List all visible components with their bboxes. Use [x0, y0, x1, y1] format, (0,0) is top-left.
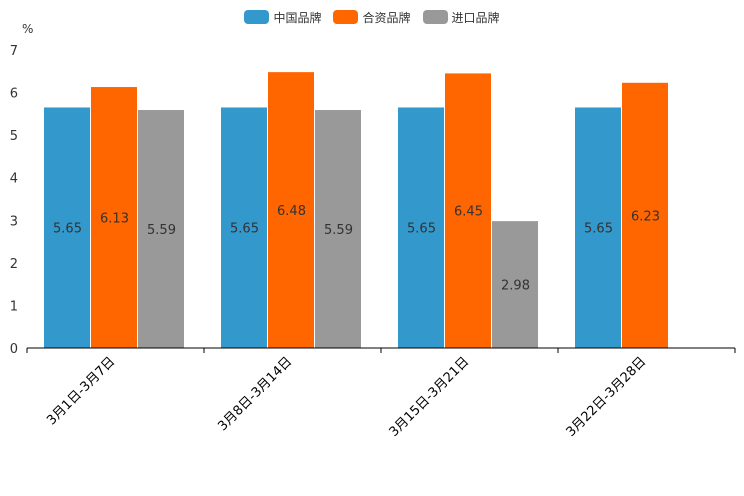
bar-0-2[interactable] [398, 107, 444, 348]
data-label: 6.45 [454, 205, 483, 220]
bar-2-2[interactable] [492, 221, 538, 348]
y-axis-unit-label: % [22, 22, 34, 36]
legend-item-joint-venture-brand[interactable]: 合资品牌 [333, 9, 411, 26]
data-label: 6.13 [100, 212, 129, 227]
bar-0-3[interactable] [575, 107, 621, 348]
legend-item-china-brand[interactable]: 中国品牌 [244, 9, 321, 26]
bar-0-1[interactable] [221, 107, 267, 348]
legend-label-import-brand: 进口品牌 [451, 10, 500, 25]
bar-2-1[interactable] [315, 110, 361, 348]
data-label: 5.65 [407, 222, 436, 237]
bar-2-0[interactable] [138, 110, 184, 348]
data-label: 6.48 [277, 204, 306, 219]
y-tick-label: 3 [10, 214, 18, 229]
legend-label-china-brand: 中国品牌 [273, 10, 322, 25]
legend-item-import-brand[interactable]: 进口品牌 [422, 9, 500, 26]
bar-1-3[interactable] [622, 82, 668, 348]
legend-swatch-joint-venture-brand [333, 10, 359, 24]
data-label: 6.23 [631, 209, 660, 224]
y-tick-label: 1 [10, 299, 18, 314]
y-tick-label: 0 [10, 342, 18, 357]
bar-0-0[interactable] [44, 107, 90, 348]
data-label: 5.59 [147, 223, 176, 238]
data-label: 5.65 [53, 222, 82, 237]
x-category-label: 3月1日-3月7日 [44, 354, 118, 428]
bar-1-1[interactable] [268, 72, 314, 348]
legend-swatch-china-brand [244, 10, 270, 24]
x-category-label: 3月15日-3月21日 [387, 354, 473, 440]
y-tick-label: 5 [10, 129, 18, 144]
data-label: 2.98 [501, 279, 530, 294]
y-tick-label: 4 [10, 172, 18, 187]
x-category-label: 3月8日-3月14日 [215, 354, 295, 434]
data-label: 5.65 [230, 222, 259, 237]
data-label: 5.59 [324, 223, 353, 238]
x-category-label: 3月22日-3月28日 [564, 354, 650, 440]
bar-1-2[interactable] [445, 73, 491, 349]
bar-1-0[interactable] [91, 87, 137, 348]
y-tick-label: 2 [10, 257, 18, 272]
y-tick-label: 7 [10, 44, 18, 59]
legend-swatch-import-brand [422, 10, 448, 24]
legend-label-joint-venture-brand: 合资品牌 [362, 10, 411, 25]
data-label: 5.65 [584, 222, 613, 237]
y-tick-label: 6 [10, 87, 18, 102]
legend: 中国品牌 合资品牌 进口品牌 [0, 7, 744, 27]
